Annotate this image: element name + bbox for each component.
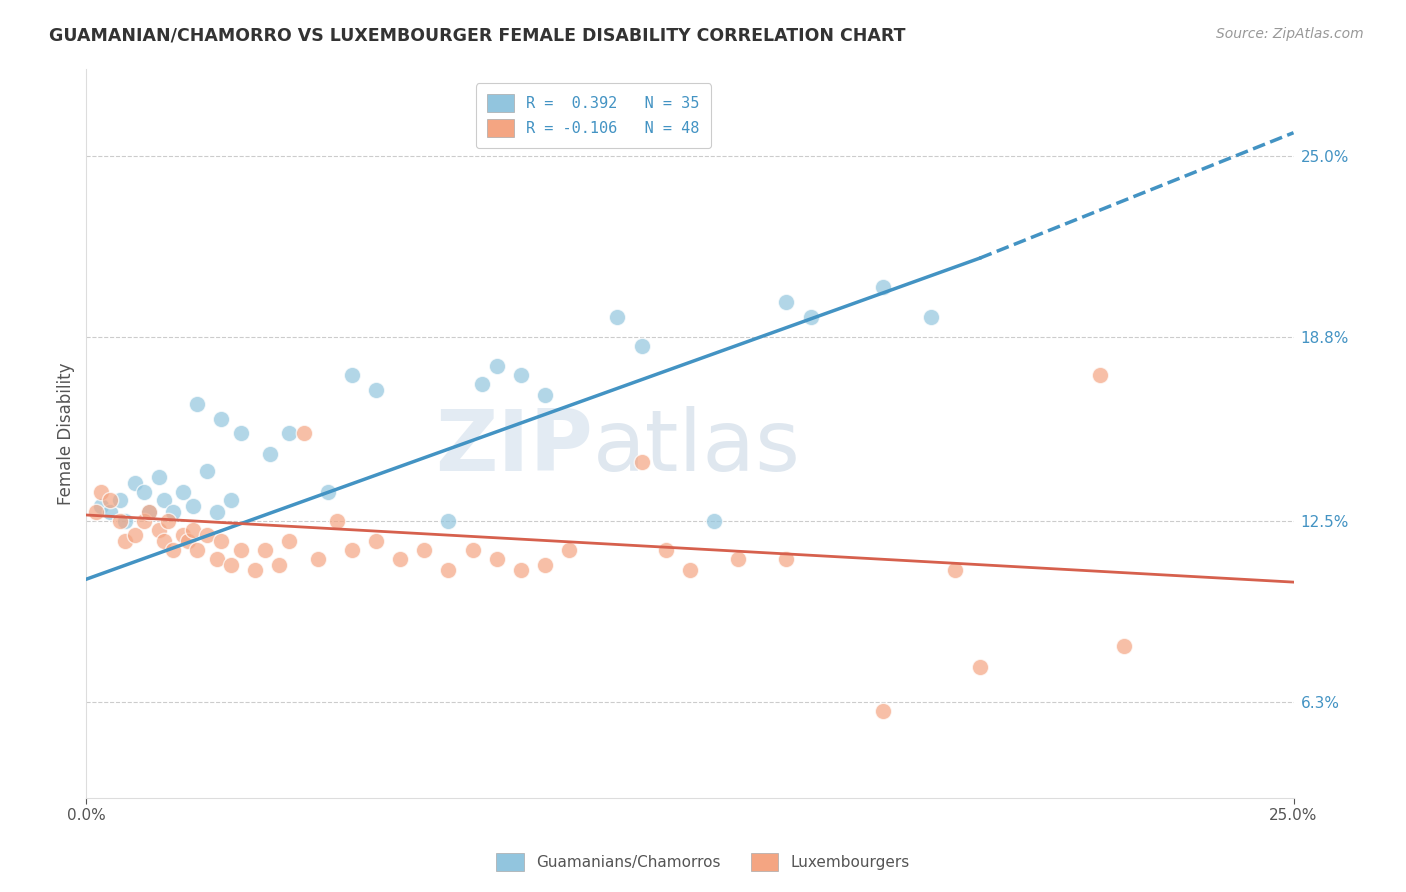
Point — [172, 484, 194, 499]
Point — [162, 543, 184, 558]
Point — [534, 388, 557, 402]
Point — [655, 543, 678, 558]
Point — [340, 368, 363, 382]
Point — [84, 505, 107, 519]
Point — [437, 564, 460, 578]
Text: GUAMANIAN/CHAMORRO VS LUXEMBOURGER FEMALE DISABILITY CORRELATION CHART: GUAMANIAN/CHAMORRO VS LUXEMBOURGER FEMAL… — [49, 27, 905, 45]
Point — [134, 484, 156, 499]
Point — [872, 280, 894, 294]
Point — [630, 455, 652, 469]
Point — [292, 426, 315, 441]
Point — [152, 493, 174, 508]
Point — [229, 426, 252, 441]
Point — [211, 534, 233, 549]
Point — [219, 493, 242, 508]
Point — [800, 310, 823, 324]
Text: ZIP: ZIP — [436, 407, 593, 490]
Point — [152, 534, 174, 549]
Point — [90, 484, 112, 499]
Point — [114, 534, 136, 549]
Point — [114, 514, 136, 528]
Point — [461, 543, 484, 558]
Point — [920, 310, 942, 324]
Point — [278, 426, 301, 441]
Point — [727, 551, 749, 566]
Point — [630, 339, 652, 353]
Point — [176, 534, 198, 549]
Point — [509, 368, 531, 382]
Point — [205, 505, 228, 519]
Point — [703, 514, 725, 528]
Point — [195, 464, 218, 478]
Point — [148, 523, 170, 537]
Point — [1090, 368, 1112, 382]
Point — [100, 493, 122, 508]
Point — [181, 523, 204, 537]
Point — [181, 500, 204, 514]
Point — [124, 528, 146, 542]
Text: atlas: atlas — [593, 407, 801, 490]
Point — [124, 475, 146, 490]
Point — [278, 534, 301, 549]
Point — [269, 558, 291, 572]
Point — [606, 310, 628, 324]
Point — [205, 551, 228, 566]
Point — [316, 484, 339, 499]
Point — [186, 543, 208, 558]
Legend: R =  0.392   N = 35, R = -0.106   N = 48: R = 0.392 N = 35, R = -0.106 N = 48 — [477, 84, 710, 148]
Point — [471, 376, 494, 391]
Text: Source: ZipAtlas.com: Source: ZipAtlas.com — [1216, 27, 1364, 41]
Point — [485, 551, 508, 566]
Point — [509, 564, 531, 578]
Point — [211, 411, 233, 425]
Point — [138, 505, 160, 519]
Y-axis label: Female Disability: Female Disability — [58, 362, 75, 505]
Point — [253, 543, 276, 558]
Point — [775, 551, 797, 566]
Point — [138, 505, 160, 519]
Point — [364, 383, 387, 397]
Point — [679, 564, 702, 578]
Point — [340, 543, 363, 558]
Point — [872, 704, 894, 718]
Point — [534, 558, 557, 572]
Point — [219, 558, 242, 572]
Point — [148, 470, 170, 484]
Point — [108, 493, 131, 508]
Point — [157, 514, 180, 528]
Point — [389, 551, 412, 566]
Point — [186, 397, 208, 411]
Point — [413, 543, 436, 558]
Point — [245, 564, 267, 578]
Point — [1114, 640, 1136, 654]
Point — [485, 359, 508, 374]
Point — [945, 564, 967, 578]
Point — [437, 514, 460, 528]
Point — [134, 514, 156, 528]
Point — [172, 528, 194, 542]
Point — [364, 534, 387, 549]
Point — [229, 543, 252, 558]
Point — [969, 659, 991, 673]
Point — [100, 505, 122, 519]
Point — [162, 505, 184, 519]
Legend: Guamanians/Chamorros, Luxembourgers: Guamanians/Chamorros, Luxembourgers — [486, 844, 920, 880]
Point — [90, 500, 112, 514]
Point — [775, 295, 797, 310]
Point — [259, 447, 281, 461]
Point — [108, 514, 131, 528]
Point — [326, 514, 349, 528]
Point — [558, 543, 581, 558]
Point — [195, 528, 218, 542]
Point — [307, 551, 329, 566]
